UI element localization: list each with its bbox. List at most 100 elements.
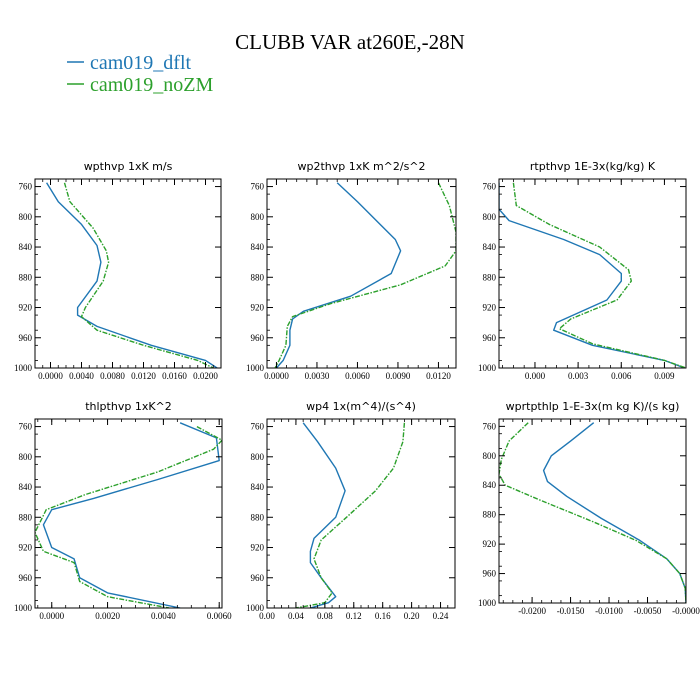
series-line-nozm [512, 182, 686, 368]
y-tick-label: 920 [251, 543, 265, 553]
panel-title: wprtpthlp 1-E-3x(m kg K)/(s kg) [506, 400, 680, 413]
x-tick-label: 0.0120 [131, 371, 156, 381]
x-tick-label: 0.0040 [69, 371, 94, 381]
x-tick-label: -0.0000 [672, 606, 700, 616]
series-line-nozm [499, 422, 686, 603]
x-tick-label: 0.0160 [162, 371, 187, 381]
y-tick-label: 800 [251, 452, 265, 462]
y-tick-label: 920 [251, 303, 265, 313]
y-tick-label: 960 [251, 333, 265, 343]
y-tick-label: 880 [483, 510, 497, 520]
y-tick-label: 960 [251, 573, 265, 583]
y-tick-label: 800 [483, 451, 497, 461]
series-line-dflt [275, 182, 402, 368]
y-tick-label: 840 [251, 242, 265, 252]
x-tick-label: -0.0200 [518, 606, 546, 616]
y-tick-label: 920 [483, 303, 497, 313]
y-tick-label: 880 [19, 272, 33, 282]
x-tick-label: 0.0060 [207, 611, 232, 621]
y-tick-label: 840 [251, 482, 265, 492]
series-line-dflt [42, 422, 220, 608]
x-tick-label: 0.009 [654, 371, 675, 381]
figure-title: CLUBB VAR at260E,-28N [235, 30, 465, 54]
x-tick-label: 0.0030 [305, 371, 330, 381]
y-tick-label: 760 [483, 182, 497, 192]
x-tick-label: 0.006 [611, 371, 632, 381]
y-tick-label: 760 [19, 182, 33, 192]
y-tick-label: 760 [251, 422, 265, 432]
plot-frame [266, 418, 456, 609]
panel-1: wpthvp 1xK m/s 760 800 840 880 920 960 1000 0.00… [14, 160, 222, 381]
x-tick-label: 0.00 [259, 611, 275, 621]
x-tick-label: 0.0040 [151, 611, 176, 621]
y-tick-label: 760 [19, 422, 33, 432]
x-tick-label: -0.0050 [634, 606, 662, 616]
x-tick-label: 0.12 [346, 611, 362, 621]
y-tick-label: 800 [483, 212, 497, 222]
y-tick-label: 920 [483, 539, 497, 549]
x-tick-label: 0.08 [317, 611, 333, 621]
plot-frame [34, 418, 223, 609]
panel-6: wprtpthlp 1-E-3x(m kg K)/(s kg) 760 800 840… [478, 400, 700, 616]
panel-title: thlpthvp 1xK^2 [85, 400, 172, 413]
legend-entry-dflt: cam019_dflt [67, 52, 192, 74]
y-tick-label: 800 [19, 212, 33, 222]
x-tick-label: 0.0060 [345, 371, 370, 381]
plot-frame [498, 418, 687, 604]
x-tick-label: 0.0020 [95, 611, 120, 621]
x-tick-label: -0.0100 [595, 606, 623, 616]
series-line-nozm [295, 422, 406, 608]
y-tick-label: 1000 [478, 598, 497, 608]
legend-label-dflt: cam019_dflt [90, 52, 192, 74]
x-tick-label: -0.0150 [557, 606, 585, 616]
panel-4: thlpthvp 1xK^2 760 800 840 880 920 960 1000 0.00… [14, 400, 232, 621]
panel-2: wp2thvp 1xK m^2/s^2 760 800 840 880 920 960 100… [246, 160, 457, 381]
y-tick-label: 880 [251, 512, 265, 522]
figure-legend: cam019_dflt cam019_noZM [67, 52, 214, 96]
y-tick-label: 1000 [14, 603, 33, 613]
x-tick-label: 0.16 [375, 611, 391, 621]
y-tick-label: 840 [19, 482, 33, 492]
y-tick-label: 1000 [478, 363, 497, 373]
x-tick-label: 0.0000 [264, 371, 289, 381]
x-tick-label: 0.0080 [100, 371, 125, 381]
y-tick-label: 1000 [246, 363, 265, 373]
plot-frame [498, 178, 687, 369]
y-tick-label: 840 [483, 480, 497, 490]
y-tick-label: 960 [19, 333, 33, 343]
panel-3: rtpthvp 1E-3x(kg/kg) K 760 800 840 880 920 960… [478, 160, 687, 381]
x-tick-label: 0.04 [288, 611, 304, 621]
series-line-dflt [46, 182, 218, 368]
y-tick-label: 880 [483, 272, 497, 282]
panel-title: rtpthvp 1E-3x(kg/kg) K [530, 160, 656, 173]
series-line-dflt [499, 182, 685, 368]
series-line-nozm [274, 182, 456, 368]
y-tick-label: 760 [251, 182, 265, 192]
y-tick-label: 800 [19, 452, 33, 462]
y-tick-label: 840 [19, 242, 33, 252]
series-line-dflt [542, 422, 686, 603]
y-tick-label: 760 [483, 421, 497, 431]
x-tick-label: 0.0000 [38, 371, 63, 381]
x-tick-label: 0.20 [404, 611, 420, 621]
x-tick-label: 0.000 [525, 371, 546, 381]
panel-title: wp4 1x(m^4)/(s^4) [306, 400, 416, 413]
y-tick-label: 960 [483, 569, 497, 579]
y-tick-label: 800 [251, 212, 265, 222]
series-line-nozm [35, 425, 222, 608]
x-tick-label: 0.0200 [193, 371, 218, 381]
y-tick-label: 880 [19, 512, 33, 522]
x-tick-label: 0.24 [433, 611, 449, 621]
legend-entry-nozm: cam019_noZM [67, 74, 214, 96]
y-tick-label: 960 [483, 333, 497, 343]
plot-frame [266, 178, 457, 369]
y-tick-label: 840 [483, 242, 497, 252]
x-tick-label: 0.0000 [39, 611, 64, 621]
legend-label-nozm: cam019_noZM [90, 74, 214, 96]
y-tick-label: 880 [251, 272, 265, 282]
panel-5: wp4 1x(m^4)/(s^4)76080084088092096010000… [246, 400, 456, 621]
panel-title: wp2thvp 1xK m^2/s^2 [297, 160, 425, 173]
y-tick-label: 920 [19, 303, 33, 313]
series-line-dflt [302, 422, 346, 608]
x-tick-label: 0.003 [568, 371, 589, 381]
